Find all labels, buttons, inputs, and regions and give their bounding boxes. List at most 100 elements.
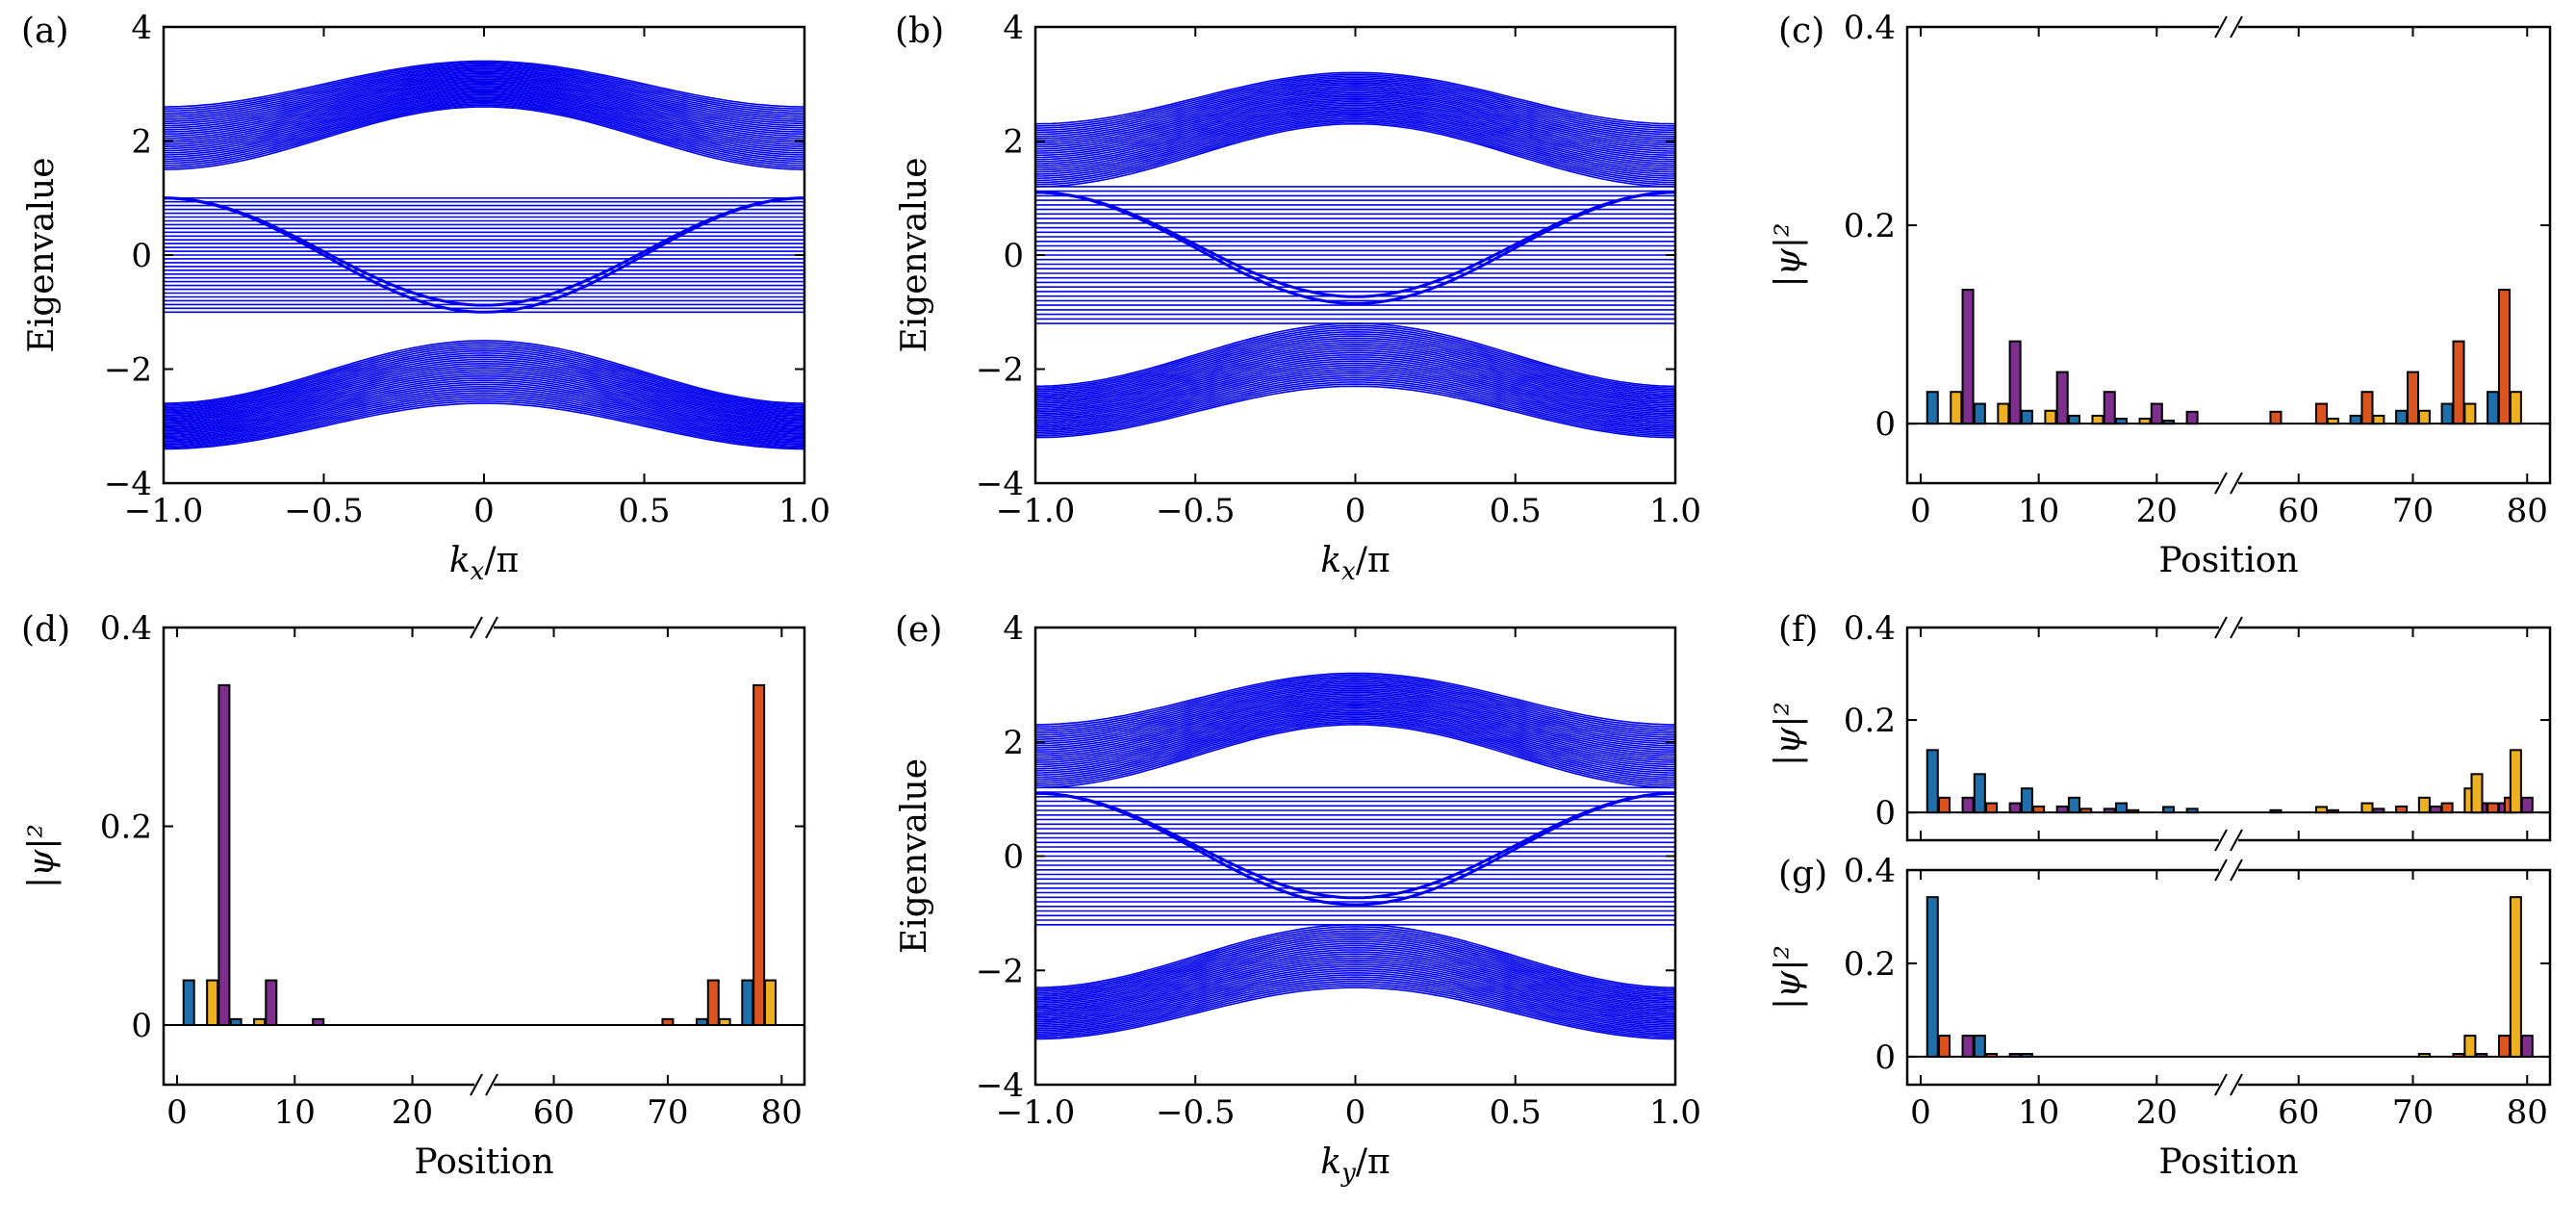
- edge-state-line: [1035, 791, 1675, 907]
- band-line-upper: [1035, 672, 1675, 726]
- panel-letter: (c): [1778, 12, 1824, 51]
- panel-letter: (f): [1778, 610, 1818, 650]
- band-line-upper: [1035, 76, 1675, 131]
- band-line-lower: [1035, 969, 1675, 1027]
- y-tick-label: −2: [976, 952, 1024, 990]
- bar: [2349, 414, 2362, 425]
- bar-panel-c: 0 10 20 60 70 80 0 0.2 0.4 (c) Position |ψ|²: [1769, 9, 2552, 580]
- bar: [2372, 414, 2385, 425]
- bar: [2020, 787, 2033, 814]
- band-panel-b: −1.0 −0.5 0 0.5 1.0 −4 −2 0 2 4 (b) kx/π Eigenvalue: [895, 9, 1701, 586]
- band-line-lower: [164, 387, 804, 440]
- band-line-lower: [164, 342, 804, 406]
- edge-state-line: [1035, 791, 1675, 900]
- band-line-lower: [1035, 360, 1675, 419]
- y-tick-label: 0: [1875, 405, 1896, 444]
- band-line-lower: [1035, 349, 1675, 410]
- band-line-lower: [1035, 978, 1675, 1034]
- bar-panel-d: 0 10 20 60 70 80 0 0.2 0.4 (d) Position |ψ|²: [21, 609, 806, 1182]
- edge-state-line: [164, 196, 804, 307]
- band-line-upper: [1035, 718, 1675, 782]
- band-line-upper: [1035, 104, 1675, 165]
- band-line-upper: [1035, 696, 1675, 756]
- band-line-upper: [1035, 80, 1675, 136]
- band-line-upper: [1035, 706, 1675, 768]
- x-tick-label: 0.5: [618, 492, 670, 530]
- x-tick-label: 80: [2507, 492, 2548, 530]
- band-line-upper: [1035, 82, 1675, 138]
- y-axis-label: Eigenvalue: [895, 758, 934, 954]
- band-line-upper: [1035, 694, 1675, 753]
- bar: [1926, 391, 1939, 425]
- bar: [2395, 805, 2409, 814]
- band-line-upper: [1035, 711, 1675, 774]
- plot-frame: [1905, 868, 2552, 1087]
- bar: [2372, 808, 2385, 814]
- band-line-lower: [164, 385, 804, 438]
- panel-letter: (e): [895, 610, 942, 650]
- bar: [2463, 402, 2477, 425]
- band-line-upper: [1035, 693, 1675, 751]
- band-line-lower: [1035, 982, 1675, 1037]
- band-line-upper: [1035, 703, 1675, 763]
- band-line-lower: [164, 346, 804, 409]
- band-line-upper: [164, 77, 804, 131]
- band-line-upper: [1035, 93, 1675, 152]
- bar: [2470, 773, 2484, 814]
- bar: [2162, 806, 2176, 814]
- bar: [2452, 1053, 2465, 1058]
- x-tick-label: −1.0: [996, 1093, 1076, 1132]
- bar: [2314, 402, 2329, 425]
- band-line-lower: [164, 369, 804, 425]
- y-tick-label: 0.2: [1844, 945, 1896, 984]
- band-line-upper: [1035, 83, 1675, 140]
- band-line-upper: [164, 106, 804, 170]
- band-line-upper: [1035, 676, 1675, 731]
- band-line-upper: [1035, 121, 1675, 186]
- x-tick-label: −0.5: [284, 492, 364, 530]
- axis-break-mark: [470, 616, 483, 639]
- bar: [695, 1017, 708, 1027]
- bar: [1985, 802, 1999, 814]
- band-line-upper: [164, 75, 804, 129]
- band-line-lower: [1035, 372, 1675, 428]
- axis-break-mark: [485, 1073, 498, 1096]
- band-line-lower: [1035, 376, 1675, 432]
- band-line-upper: [164, 96, 804, 158]
- bar: [2417, 1053, 2431, 1058]
- x-tick-label: 60: [2278, 1093, 2319, 1132]
- band-line-lower: [1035, 339, 1675, 401]
- edge-state-line: [1035, 191, 1675, 298]
- bar: [2067, 796, 2080, 814]
- band-line-upper: [1035, 724, 1675, 789]
- bar: [1938, 1035, 1951, 1058]
- band-line-upper: [1035, 689, 1675, 747]
- bar: [1973, 773, 1986, 814]
- axis-break-mark: [2230, 859, 2243, 882]
- bar: [1997, 402, 2010, 425]
- y-tick-label: 2: [1003, 724, 1024, 762]
- bar: [206, 979, 219, 1027]
- band-line-upper: [1035, 716, 1675, 781]
- y-tick-label: 0.2: [100, 808, 152, 847]
- bar: [2114, 418, 2129, 425]
- y-tick-label: 2: [131, 123, 152, 162]
- x-tick-label: 1.0: [1649, 492, 1701, 530]
- band-line-upper: [1035, 682, 1675, 738]
- band-line-lower: [1035, 328, 1675, 393]
- band-line-lower: [1035, 353, 1675, 413]
- bar: [2008, 802, 2022, 814]
- band-line-lower: [164, 392, 804, 443]
- band-line-upper: [164, 98, 804, 161]
- band-line-upper: [164, 99, 804, 163]
- bar: [1973, 1035, 1986, 1058]
- band-line-lower: [1035, 383, 1675, 437]
- axis-break-mark: [2214, 1073, 2228, 1096]
- bar: [2509, 749, 2522, 814]
- band-line-upper: [1035, 85, 1675, 141]
- bar: [2114, 802, 2129, 814]
- bar: [2127, 808, 2140, 814]
- band-line-upper: [1035, 119, 1675, 184]
- band-line-lower: [1035, 356, 1675, 415]
- band-line-upper: [1035, 117, 1675, 182]
